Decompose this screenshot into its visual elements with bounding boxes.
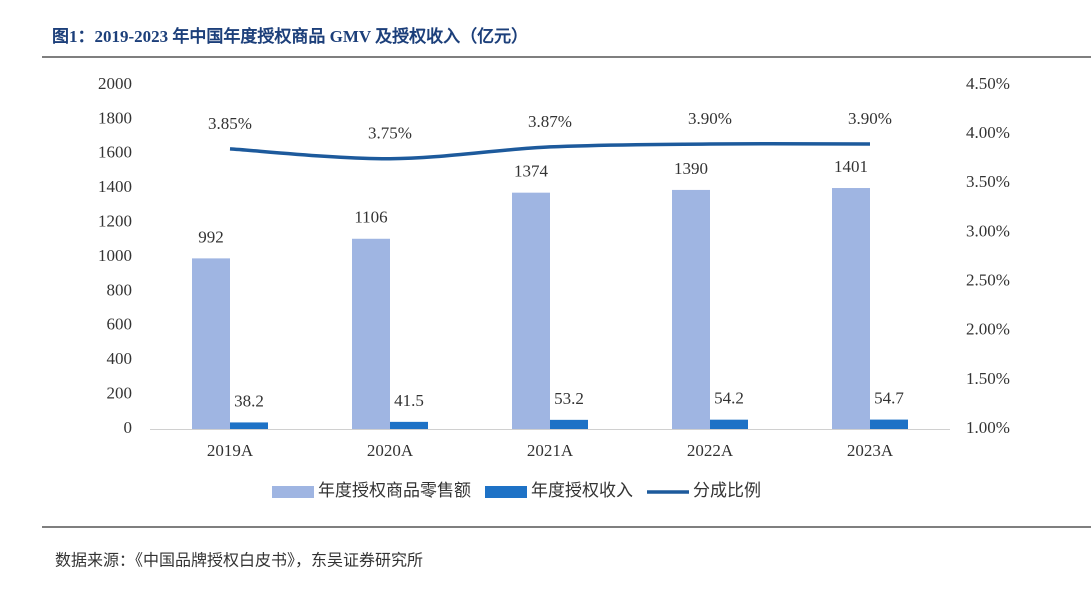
y-tick-label: 1200	[98, 212, 132, 231]
data-label: 38.2	[234, 391, 264, 410]
y-tick-label: 1600	[98, 143, 132, 162]
y-tick-label: 1400	[98, 177, 132, 196]
y-tick-label: 400	[107, 349, 133, 368]
y2-tick-label: 4.50%	[966, 74, 1010, 93]
chart-title: 图1：2019-2023 年中国年度授权商品 GMV 及授权收入（亿元）	[52, 26, 528, 46]
y2-tick-label: 1.00%	[966, 418, 1010, 437]
x-tick-label: 2023A	[847, 441, 894, 460]
legend-swatch	[485, 486, 527, 498]
bar	[710, 419, 748, 429]
legend-label: 年度授权商品零售额	[318, 481, 471, 500]
bar	[832, 188, 870, 429]
legend-label: 分成比例	[693, 481, 761, 500]
data-label: 3.75%	[368, 124, 412, 143]
bar	[870, 419, 908, 429]
data-label: 1390	[674, 159, 708, 178]
line	[229, 142, 871, 161]
data-label: 53.2	[554, 389, 584, 408]
data-label: 54.2	[714, 389, 744, 408]
bar	[672, 189, 710, 429]
y-tick-label: 600	[107, 315, 133, 334]
y-tick-label: 200	[107, 384, 133, 403]
data-label: 1106	[354, 208, 387, 227]
bar	[512, 192, 550, 429]
x-tick-label: 2021A	[527, 441, 574, 460]
source-note: 数据来源：《中国品牌授权白皮书》，东吴证券研究所	[55, 552, 423, 570]
y2-tick-label: 3.00%	[966, 221, 1010, 240]
data-label: 1401	[834, 157, 868, 176]
y-tick-label: 0	[124, 418, 133, 437]
bar	[390, 421, 428, 429]
y2-tick-label: 4.00%	[966, 123, 1010, 142]
y2-tick-label: 2.00%	[966, 320, 1010, 339]
y-tick-label: 800	[107, 280, 133, 299]
bar	[550, 419, 588, 429]
x-tick-label: 2020A	[367, 441, 414, 460]
y-tick-label: 1800	[98, 108, 132, 127]
y-tick-label: 2000	[98, 74, 132, 93]
data-label: 3.90%	[848, 109, 892, 128]
data-label: 54.7	[874, 388, 904, 407]
y2-tick-label: 3.50%	[966, 172, 1010, 191]
bar	[352, 238, 390, 429]
bar	[192, 258, 230, 429]
y2-tick-label: 2.50%	[966, 270, 1010, 289]
x-tick-label: 2019A	[207, 441, 254, 460]
data-label: 41.5	[394, 391, 424, 410]
data-label: 1374	[514, 162, 549, 181]
data-label: 992	[198, 227, 224, 246]
legend-label: 年度授权收入	[531, 481, 633, 500]
bar	[230, 422, 268, 429]
y2-tick-label: 1.50%	[966, 369, 1010, 388]
data-label: 3.85%	[208, 114, 252, 133]
legend-swatch	[272, 486, 314, 498]
data-label: 3.87%	[528, 112, 572, 131]
x-tick-label: 2022A	[687, 441, 734, 460]
y-tick-label: 1000	[98, 246, 132, 265]
data-label: 3.90%	[688, 109, 732, 128]
